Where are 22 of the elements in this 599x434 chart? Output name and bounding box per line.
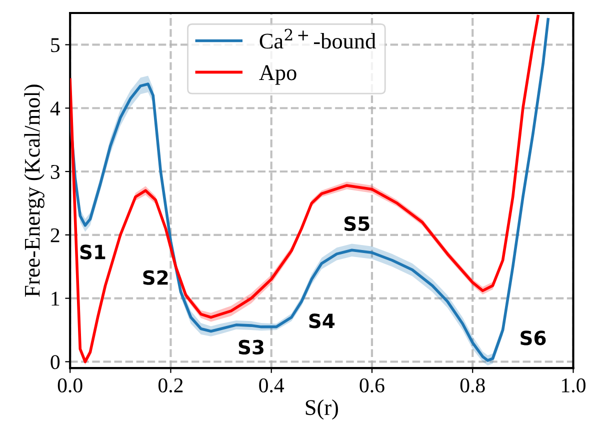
- annotation: S1: [80, 244, 106, 260]
- y-axis-title: Free-Energy (Kcal/mol): [24, 84, 44, 297]
- x-tick-label: 0.8: [460, 378, 485, 393]
- annotation: S5: [344, 216, 370, 231]
- annotation: S3: [238, 340, 264, 355]
- y-tick-label: 1: [52, 292, 60, 306]
- y-tick-label: 5: [51, 38, 60, 52]
- x-tick-label: 1.0: [562, 378, 586, 393]
- y-tick-label: 4: [50, 102, 60, 116]
- legend-label: Ca$^{2+}$-bound: [260, 28, 376, 49]
- legend-label: Apo: [259, 65, 296, 85]
- annotation: S4: [309, 314, 335, 328]
- annotation: S2: [143, 270, 168, 285]
- x-tick-label: 0.6: [360, 378, 384, 393]
- y-tick-label: 2: [50, 228, 60, 242]
- y-tick-label: 3: [50, 164, 60, 179]
- annotation: S6: [520, 330, 546, 346]
- x-tick-label: 0.4: [259, 378, 284, 393]
- y-tick-label: 0: [50, 355, 60, 370]
- x-axis-title: S(r): [306, 399, 338, 420]
- x-tick-label: 0.0: [58, 378, 82, 393]
- x-tick-label: 0.2: [158, 378, 183, 393]
